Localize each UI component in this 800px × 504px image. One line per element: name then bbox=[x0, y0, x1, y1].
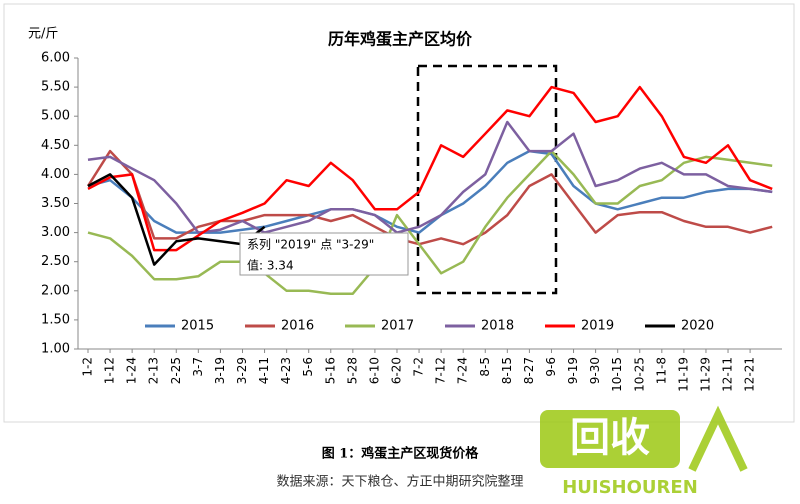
y-tick-label: 4.00 bbox=[41, 167, 70, 182]
watermark-icon bbox=[688, 405, 748, 472]
x-tick-label: 9-6 bbox=[544, 357, 558, 377]
tooltip: 系列 "2019" 点 "3-29" 值: 3.34 bbox=[239, 232, 409, 276]
x-tick-label: 7-12 bbox=[434, 357, 448, 384]
caption: 图 1：鸡蛋主产区现货价格 bbox=[322, 446, 480, 462]
x-tick-label: 6-20 bbox=[389, 357, 403, 384]
x-tick-label: 4-11 bbox=[257, 357, 271, 384]
legend-label: 2017 bbox=[381, 319, 414, 334]
x-tick-label: 8-27 bbox=[522, 357, 536, 384]
x-tick-label: 3-7 bbox=[191, 357, 205, 377]
x-tick-label: 5-28 bbox=[345, 357, 359, 384]
legend-label: 2018 bbox=[481, 319, 514, 334]
x-tick-label: 5-6 bbox=[301, 357, 315, 377]
series-line bbox=[87, 173, 266, 266]
x-tick-label: 2-13 bbox=[147, 357, 161, 384]
x-tick-label: 9-30 bbox=[588, 357, 602, 384]
y-tick-label: 2.00 bbox=[41, 283, 70, 298]
y-tick-label: 3.50 bbox=[41, 196, 70, 211]
plot-area: 1.00 1.50 2.00 2.50 3.00 3.50 4.00 4.50 5.00 5.50… bbox=[41, 51, 782, 392]
x-tick-label: 4-23 bbox=[279, 357, 293, 384]
x-tick-label: 7-24 bbox=[456, 357, 470, 384]
y-tick-label: 5.00 bbox=[41, 109, 70, 124]
x-tick-label: 3-19 bbox=[213, 357, 227, 384]
tooltip-box bbox=[239, 232, 409, 276]
x-tick-label: 7-2 bbox=[412, 357, 426, 377]
watermark-badge bbox=[540, 410, 680, 468]
x-tick-label: 5-16 bbox=[323, 357, 337, 384]
watermark-logo: 回收 bbox=[570, 415, 650, 461]
tooltip-title: 系列 "2019" 点 "3-29" bbox=[247, 238, 374, 252]
legend-label: 2020 bbox=[681, 319, 714, 334]
legend-label: 2019 bbox=[581, 319, 614, 334]
y-tick-label: 6.00 bbox=[41, 51, 70, 66]
series-line bbox=[87, 85, 773, 252]
highlight-box bbox=[416, 64, 558, 295]
y-tick-label: 3.00 bbox=[41, 225, 70, 240]
y-tick-label: 1.00 bbox=[41, 342, 70, 357]
x-tick-label: 10-15 bbox=[610, 357, 624, 392]
chart-title: 历年鸡蛋主产区均价 bbox=[328, 30, 473, 49]
x-tick-label: 12-11 bbox=[721, 357, 735, 392]
x-tick-label: 1-12 bbox=[103, 357, 117, 384]
y-tick-label: 2.50 bbox=[41, 254, 70, 269]
x-tick-label: 9-19 bbox=[566, 357, 580, 384]
x-tick-label: 11-19 bbox=[676, 357, 690, 392]
y-tick-label: 4.50 bbox=[41, 138, 70, 153]
tooltip-value: 值: 3.34 bbox=[247, 258, 294, 273]
x-tick-label: 3-29 bbox=[235, 357, 249, 384]
x-tick-label: 1-24 bbox=[125, 357, 139, 384]
x-tick-label: 11-29 bbox=[698, 357, 712, 392]
x-tick-label: 1-2 bbox=[81, 357, 95, 377]
x-tick-label: 10-25 bbox=[632, 357, 646, 392]
legend-label: 2015 bbox=[181, 319, 214, 334]
series-line bbox=[87, 149, 773, 295]
x-tick-label: 11-8 bbox=[654, 357, 668, 384]
x-tick-label: 8-15 bbox=[500, 357, 514, 384]
series-line bbox=[86, 149, 773, 246]
y-tick-label: 5.50 bbox=[41, 80, 70, 95]
y-tick-label: 1.50 bbox=[41, 312, 70, 327]
y-axis-unit: 元/斤 bbox=[28, 27, 58, 42]
source-note: 数据来源：天下粮仓、方正中期研究院整理 bbox=[276, 474, 523, 490]
x-tick-label: 8-5 bbox=[478, 357, 492, 377]
watermark-text: HUISHOUREN bbox=[562, 477, 698, 498]
legend-label: 2016 bbox=[281, 319, 314, 334]
watermark: 回收 HUISHOUREN bbox=[540, 405, 748, 498]
x-tick-label: 6-10 bbox=[367, 357, 381, 384]
x-tick-label: 12-21 bbox=[743, 357, 757, 392]
x-tick-label: 2-25 bbox=[169, 357, 183, 384]
